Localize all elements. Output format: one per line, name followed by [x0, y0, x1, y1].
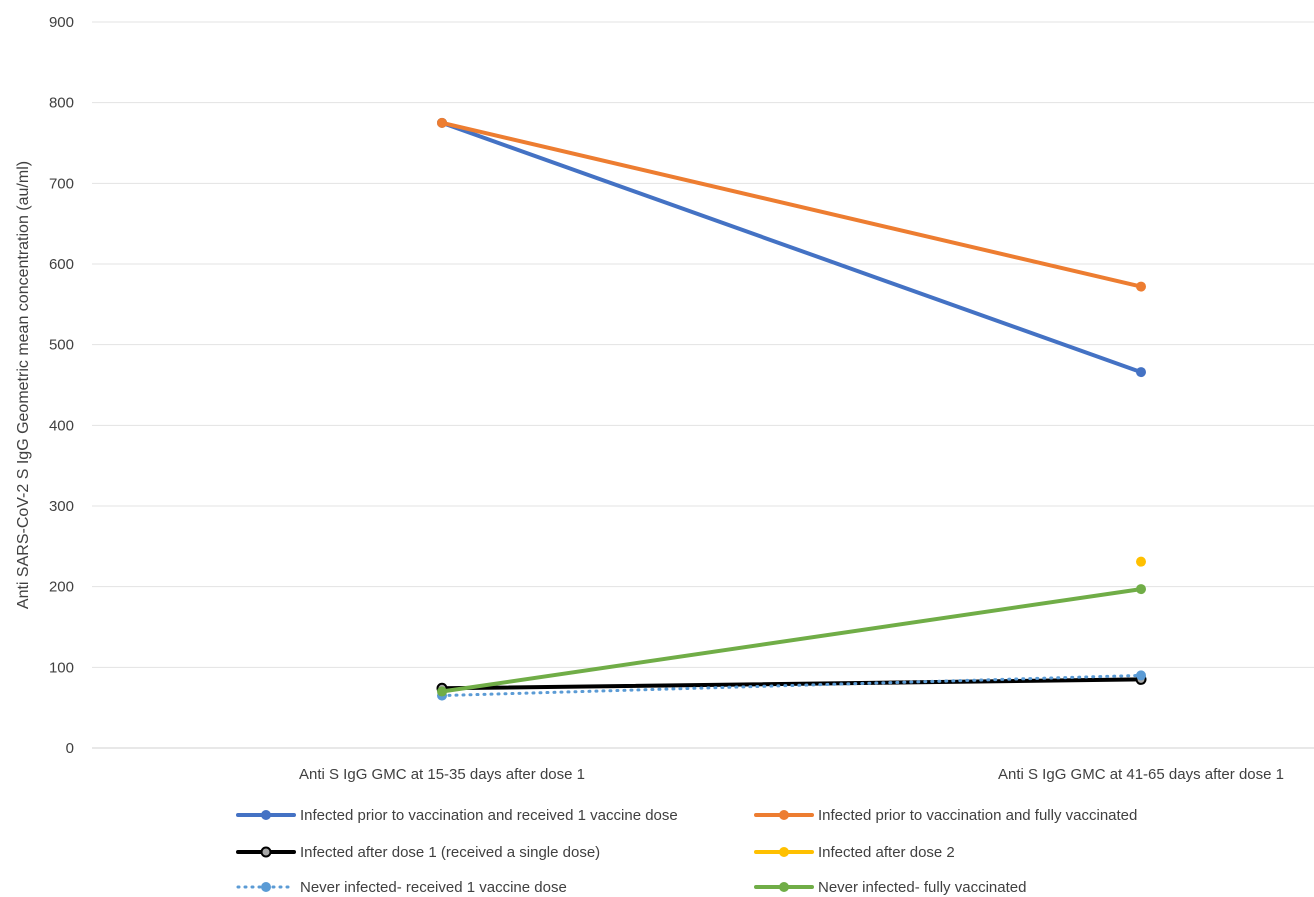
y-tick-label: 300	[49, 498, 74, 515]
y-tick-label: 400	[49, 417, 74, 434]
y-tick-label: 100	[49, 659, 74, 676]
series-line	[440, 587, 1143, 694]
y-tick-label: 200	[49, 579, 74, 596]
series-line	[440, 120, 1143, 289]
x-tick-label: Anti S IgG GMC at 41-65 days after dose …	[998, 766, 1284, 783]
legend-label: Never infected- received 1 vaccine dose	[300, 879, 567, 896]
y-tick-label: 700	[49, 175, 74, 192]
data-point	[1136, 556, 1146, 567]
legend: Infected prior to vaccination and receiv…	[236, 807, 1137, 896]
series-line	[440, 677, 1143, 691]
x-tick-label: Anti S IgG GMC at 15-35 days after dose …	[299, 766, 585, 783]
y-tick-label: 900	[49, 14, 74, 31]
y-tick-label: 500	[49, 337, 74, 354]
legend-marker	[779, 810, 789, 820]
y-tick-label: 600	[49, 256, 74, 273]
legend-marker	[261, 882, 271, 892]
data-point	[1136, 281, 1146, 292]
series-layer	[436, 117, 1147, 701]
data-point	[437, 117, 447, 128]
series-line	[440, 120, 1143, 375]
series-line	[440, 673, 1143, 698]
y-axis-label: Anti SARS-CoV-2 S IgG Geometric mean con…	[15, 161, 32, 609]
data-point	[1136, 584, 1146, 595]
data-point	[1136, 367, 1146, 378]
x-axis-ticks: Anti S IgG GMC at 15-35 days after dose …	[299, 766, 1284, 783]
legend-marker	[779, 847, 789, 857]
gridlines	[92, 21, 1314, 749]
y-tick-label: 800	[49, 95, 74, 112]
data-point	[1136, 670, 1146, 681]
legend-marker	[260, 846, 272, 858]
legend-label: Infected prior to vaccination and fully …	[818, 807, 1137, 824]
y-tick-label: 0	[66, 740, 74, 757]
y-axis-ticks: 0 100 200 300 400 500 600 700 800 900	[49, 14, 74, 757]
legend-marker	[779, 882, 789, 892]
legend-label: Never infected- fully vaccinated	[818, 879, 1026, 896]
legend-marker	[261, 810, 271, 820]
legend-label: Infected prior to vaccination and receiv…	[300, 807, 678, 824]
legend-label: Infected after dose 2	[818, 844, 955, 861]
legend-label: Infected after dose 1 (received a single…	[300, 844, 600, 861]
data-point	[437, 686, 447, 697]
